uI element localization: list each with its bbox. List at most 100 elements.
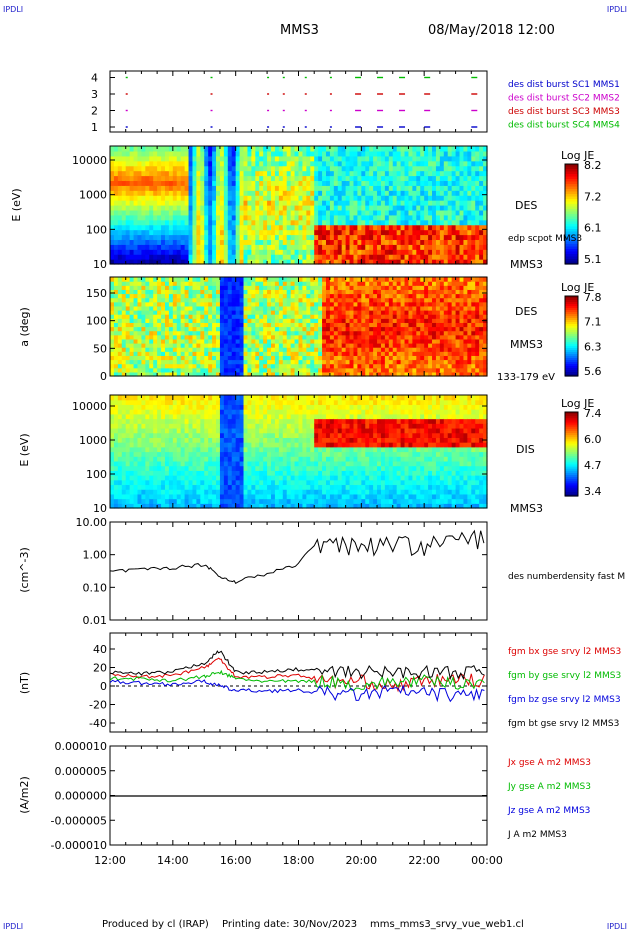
des-pitch-ytick-label: 100 [86, 315, 107, 328]
des-pitch-spectrogram-cell [141, 318, 146, 323]
des-pitch-spectrogram-cell [447, 277, 453, 282]
des-energy-spectrogram-cell [361, 254, 366, 260]
des-energy-spectrogram-cell [133, 214, 139, 221]
des-energy-spectrogram-cell [129, 185, 135, 191]
des-pitch-spectrogram-cell [471, 289, 476, 295]
des-pitch-spectrogram-cell [172, 347, 178, 352]
dis-energy-spectrogram-cell [113, 446, 119, 453]
des-pitch-spectrogram-cell [208, 285, 213, 290]
des-pitch-colorbar-color-step [565, 334, 578, 337]
des-energy-spectrogram-cell [447, 254, 453, 260]
des-pitch-spectrogram-cell [216, 347, 221, 352]
des-pitch-spectrogram-cell [298, 322, 304, 328]
des-energy-spectrogram-cell [435, 200, 441, 206]
des-energy-spectrogram-cell [110, 175, 115, 182]
des-energy-spectrogram-cell [110, 205, 115, 211]
des-energy-spectrogram-cell [235, 155, 241, 162]
des-energy-spectrogram-cell [353, 200, 359, 206]
des-energy-spectrogram-cell [412, 160, 417, 167]
des-pitch-spectrogram-cell [157, 281, 162, 286]
des-pitch-spectrogram-cell [196, 367, 201, 373]
des-energy-spectrogram-cell [369, 175, 374, 182]
des-pitch-spectrogram-cell [408, 363, 413, 369]
des-energy-spectrogram-cell [443, 165, 449, 172]
des-energy-spectrogram-cell [176, 224, 182, 231]
des-energy-spectrogram-cell [176, 155, 182, 162]
des-pitch-spectrogram-cell [239, 314, 245, 319]
des-energy-spectrogram-cell [294, 205, 300, 211]
des-pitch-spectrogram-cell [361, 355, 366, 361]
des-pitch-spectrogram-cell [141, 301, 146, 307]
des-energy-spectrogram-cell [451, 259, 457, 265]
des-pitch-spectrogram-cell [310, 281, 315, 286]
des-pitch-spectrogram-cell [322, 310, 327, 315]
des-pitch-spectrogram-cell [329, 359, 335, 365]
des-energy-spectrogram-cell [164, 229, 170, 236]
des-pitch-spectrogram-cell [388, 322, 394, 328]
des-energy-spectrogram-cell [416, 175, 421, 182]
des-energy-spectrogram-cell [369, 249, 374, 255]
des-pitch-spectrogram-cell [255, 322, 260, 328]
des-energy-spectrogram-cell [345, 214, 351, 221]
des-pitch-spectrogram-cell [157, 314, 162, 319]
des-energy-spectrogram-cell [208, 224, 213, 231]
des-pitch-spectrogram-cell [467, 330, 472, 336]
des-energy-spectrogram-cell [404, 244, 410, 250]
des-pitch-spectrogram-cell [306, 289, 311, 295]
des-pitch-spectrogram-cell [451, 326, 457, 332]
des-energy-spectrogram-cell [149, 224, 154, 231]
des-energy-spectrogram-cell [157, 234, 162, 241]
des-energy-spectrogram-cell [306, 185, 311, 191]
des-pitch-spectrogram-cell [345, 326, 351, 332]
des-energy-spectrogram-cell [361, 205, 366, 211]
des-pitch-spectrogram-cell [459, 322, 465, 328]
des-pitch-spectrogram-cell [400, 363, 406, 369]
des-energy-spectrogram-cell [204, 165, 209, 172]
des-pitch-spectrogram-cell [251, 347, 256, 352]
des-energy-spectrogram-cell [377, 249, 382, 255]
des-energy-spectrogram-cell [196, 254, 201, 260]
des-pitch-spectrogram-cell [180, 285, 186, 290]
des-energy-spectrogram-cell [278, 150, 284, 157]
des-energy-spectrogram-cell [325, 190, 331, 196]
des-energy-spectrogram-cell [149, 209, 154, 216]
des-energy-spectrogram-cell [306, 175, 311, 182]
des-energy-spectrogram-cell [180, 249, 186, 255]
des-pitch-spectrogram-cell [302, 310, 307, 315]
des-energy-spectrogram-cell [318, 259, 323, 265]
des-energy-spectrogram-cell [212, 259, 217, 265]
des-pitch-spectrogram-cell [216, 367, 221, 373]
des-pitch-spectrogram-cell [432, 310, 437, 315]
des-energy-spectrogram-cell [282, 244, 288, 250]
des-energy-spectrogram-cell [329, 224, 335, 231]
des-energy-spectrogram-cell [353, 170, 359, 177]
des-pitch-spectrogram-cell [357, 322, 362, 328]
des-energy-spectrogram-cell [306, 155, 311, 162]
des-energy-spectrogram-cell [424, 175, 429, 182]
des-pitch-spectrogram-cell [467, 314, 472, 319]
des-energy-spectrogram-cell [322, 234, 327, 241]
des-energy-spectrogram-cell [483, 259, 488, 265]
des-energy-spectrogram-cell [223, 205, 229, 211]
des-energy-spectrogram-cell [125, 190, 131, 196]
des-energy-spectrogram-cell [412, 259, 417, 265]
des-pitch-spectrogram-cell [400, 371, 406, 377]
des-energy-spectrogram-cell [121, 150, 127, 157]
des-pitch-spectrogram-cell [223, 347, 229, 352]
des-pitch-spectrogram-cell [208, 359, 213, 365]
des-energy-spectrogram-cell [176, 175, 182, 182]
des-pitch-spectrogram-cell [420, 326, 425, 332]
des-pitch-spectrogram-cell [282, 351, 288, 356]
des-energy-spectrogram-cell [161, 175, 166, 182]
des-pitch-spectrogram-cell [475, 281, 480, 286]
des-energy-spectrogram-cell [278, 234, 284, 241]
des-energy-spectrogram-cell [404, 160, 410, 167]
des-pitch-spectrogram-cell [149, 359, 154, 365]
des-pitch-spectrogram-cell [227, 330, 233, 336]
des-pitch-spectrogram-cell [428, 318, 433, 323]
des-energy-spectrogram-cell [161, 185, 166, 191]
des-pitch-spectrogram-cell [286, 363, 292, 369]
des-energy-spectrogram-cell [373, 224, 378, 231]
des-energy-spectrogram-cell [483, 155, 488, 162]
des-energy-spectrogram-cell [459, 200, 465, 206]
